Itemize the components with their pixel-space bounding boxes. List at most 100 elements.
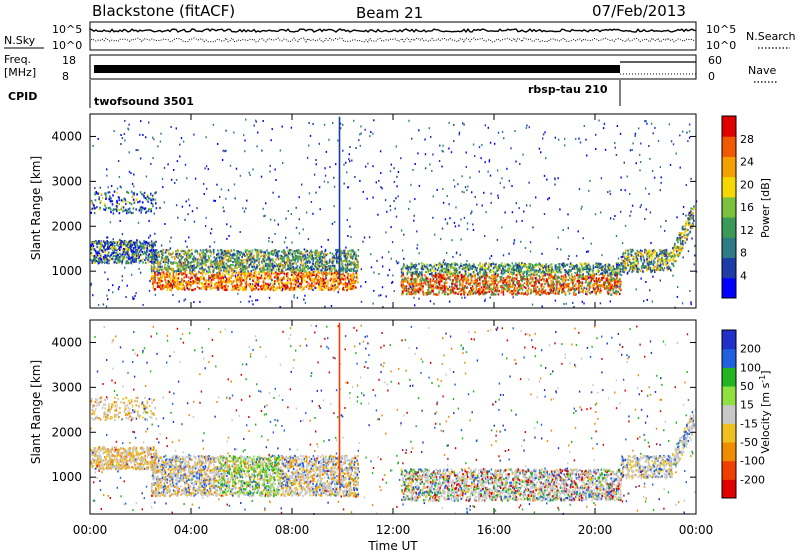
echo-cell — [428, 269, 430, 271]
echo-cell — [200, 287, 202, 289]
echo-cell — [357, 281, 359, 283]
echo-cell — [243, 268, 245, 270]
echo-cell — [350, 253, 352, 255]
echo-cell — [114, 249, 116, 251]
echo-cell — [118, 256, 120, 258]
echo-cell — [354, 282, 356, 284]
echo-cell — [165, 268, 167, 270]
echo-cell — [283, 265, 285, 267]
echo-cell — [309, 252, 311, 254]
echo-cell — [102, 197, 104, 199]
echo-cell — [428, 286, 430, 288]
echo-cell — [258, 272, 260, 274]
echo-cell — [126, 248, 128, 250]
echo-cell — [490, 264, 492, 266]
echo-cell — [260, 251, 262, 253]
echo-cell — [180, 266, 182, 268]
echo-cell — [462, 286, 464, 288]
echo-cell — [142, 258, 144, 260]
echo-cell — [584, 263, 586, 265]
echo-cell — [333, 255, 335, 257]
echo-cell — [253, 269, 255, 271]
echo-cell — [210, 255, 212, 257]
echo-cell — [188, 257, 190, 259]
echo-cell — [543, 278, 545, 280]
echo-cell — [528, 274, 530, 276]
echo-cell — [342, 273, 344, 275]
echo-cell — [265, 251, 267, 253]
echo-cell — [344, 289, 346, 291]
echo-cell — [214, 287, 216, 289]
echo-cell — [155, 249, 157, 251]
echo-cell — [174, 277, 176, 279]
echo-cell — [190, 284, 192, 286]
echo-cell — [559, 287, 561, 289]
echo-cell — [214, 263, 216, 265]
echo-cell — [178, 273, 180, 275]
echo-cell — [555, 289, 557, 291]
echo-cell — [407, 277, 409, 279]
echo-cell — [526, 267, 528, 269]
echo-cell — [119, 253, 121, 255]
echo-cell — [402, 274, 404, 276]
echo-cell — [330, 286, 332, 288]
echo-cell — [496, 284, 498, 286]
echo-cell — [155, 274, 157, 276]
echo-cell — [452, 263, 454, 265]
echo-cell — [156, 261, 158, 263]
echo-cell — [274, 280, 276, 282]
echo-cell — [103, 240, 105, 242]
echo-cell — [536, 273, 538, 275]
echo-cell — [236, 281, 238, 283]
echo-cell — [265, 254, 267, 256]
echo-cell — [557, 271, 559, 273]
echo-cell — [292, 263, 294, 265]
echo-cell — [246, 278, 248, 280]
echo-cell — [347, 274, 349, 276]
echo-cell — [239, 254, 241, 256]
echo-cell — [220, 263, 222, 265]
echo-cell — [319, 265, 321, 267]
echo-cell — [446, 274, 448, 276]
echo-cell — [323, 255, 325, 257]
echo-cell — [355, 280, 357, 282]
echo-cell — [345, 271, 347, 273]
echo-cell — [123, 248, 125, 250]
echo-cell — [147, 201, 149, 203]
echo-cell — [301, 285, 303, 287]
echo-cell — [620, 282, 622, 284]
echo-cell — [411, 291, 413, 293]
echo-cell — [111, 241, 113, 243]
echo-cell — [600, 288, 602, 290]
echo-cell — [159, 282, 161, 284]
echo-cell — [494, 277, 496, 279]
echo-cell — [564, 269, 566, 271]
echo-cell — [229, 277, 231, 279]
echo-cell — [260, 255, 262, 257]
echo-cell — [286, 273, 288, 275]
echo-cell — [317, 259, 319, 261]
echo-cell — [154, 199, 156, 201]
echo-cell — [175, 250, 177, 252]
echo-cell — [117, 191, 119, 193]
echo-cell — [151, 275, 153, 277]
echo-cell — [278, 283, 280, 285]
echo-cell — [200, 255, 202, 257]
echo-cell — [96, 256, 98, 258]
echo-cell — [237, 274, 239, 276]
echo-cell — [309, 273, 311, 275]
echo-cell — [404, 288, 406, 290]
echo-cell — [479, 279, 481, 281]
echo-cell — [530, 292, 532, 294]
echo-cell — [286, 282, 288, 284]
echo-cell — [160, 266, 162, 268]
echo-cell — [295, 258, 297, 260]
echo-cell — [229, 280, 231, 282]
echo-cell — [478, 264, 480, 266]
echo-cell — [90, 249, 92, 251]
echo-cell — [92, 262, 94, 264]
echo-cell — [285, 269, 287, 271]
echo-cell — [120, 255, 122, 257]
echo-cell — [91, 241, 93, 243]
echo-cell — [307, 254, 309, 256]
